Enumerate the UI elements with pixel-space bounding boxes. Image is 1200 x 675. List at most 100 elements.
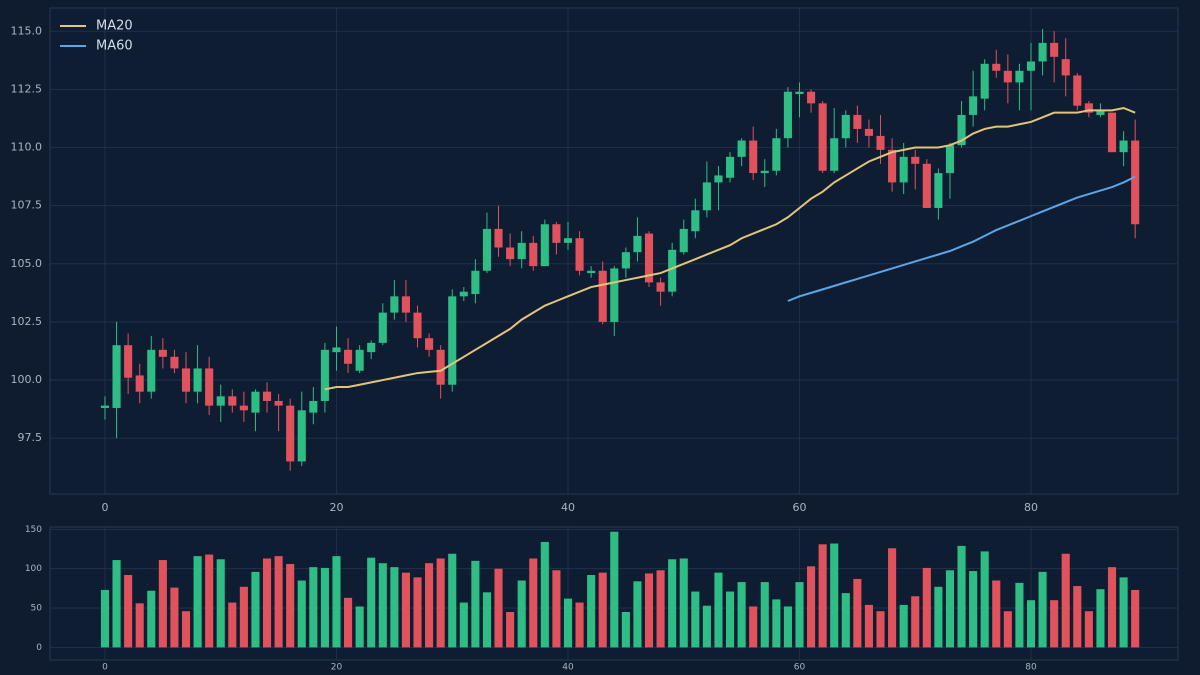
x-tick-label: 40 [561,501,575,514]
candle-body [934,173,943,208]
volume-bar [563,598,573,648]
y-tick-label: 102.5 [11,315,43,328]
volume-bar [830,543,839,648]
candle-body [633,235,642,253]
candle-body [517,242,526,260]
volume-bar [864,604,873,648]
candle-body [992,63,1001,71]
candle-body [158,349,167,357]
volume-bar [1131,589,1140,648]
volume-bar [239,586,248,648]
volume-bar [251,571,260,648]
volume-bar [297,580,306,648]
volume-bar [425,563,434,648]
candle-body [309,400,318,413]
candle-body [980,63,989,99]
candle-body [969,96,978,115]
candle-body [124,345,133,378]
volume-bar [980,551,989,648]
volume-bar [390,567,399,648]
candle-body [448,296,457,385]
volume-bar [876,611,885,648]
candle-body [1015,70,1024,83]
volume-bar [587,575,596,648]
volume-bar [725,591,735,648]
y-tick-label: 115.0 [11,24,43,37]
candle-body [668,249,677,292]
volume-bar [644,573,654,648]
candle-body [552,224,561,243]
candle-body [888,149,897,183]
volume-bar [1084,611,1093,648]
candle-body [355,349,364,371]
volume-bar [332,556,341,648]
volume-bar [957,545,966,648]
candle-body [679,228,688,253]
volume-bar [482,592,492,648]
volume-bar [1026,600,1036,648]
candle-body [1131,140,1140,225]
volume-bar [135,603,144,648]
candle-body [239,405,248,411]
volume-bar [193,556,202,648]
candle-body [332,347,341,353]
volume-bar [749,606,758,648]
volume-bar [540,541,549,648]
volume-bar [888,548,897,648]
volume-y-tick-label: 0 [36,643,42,653]
volume-bar [100,589,110,648]
x-tick-label: 80 [1024,501,1038,514]
volume-bar [691,591,700,648]
volume-bar [471,560,480,648]
volume-bar [367,557,376,648]
candle-body [853,114,862,129]
volume-bar [679,558,688,648]
candle-body [598,270,607,322]
x-tick-label: 0 [101,501,108,514]
volume-bar [448,553,457,648]
volume-bar [633,581,642,648]
candle-body [644,233,654,283]
candle-body [436,349,445,385]
candle-body [228,396,237,406]
volume-bar [170,587,179,648]
candle-body [286,405,295,462]
volume-bar [1119,577,1128,648]
candle-body [610,268,619,322]
candle-body [876,135,885,150]
candle-body [251,391,260,413]
candle-body [1073,75,1082,106]
volume-bar [598,572,607,648]
x-tick-label: 20 [329,501,343,514]
legend-label: MA60 [96,39,133,54]
volume-bar [702,605,711,648]
candle-body [344,349,353,364]
candle-body [1084,103,1093,113]
volume-bar [552,570,561,648]
candle-body [506,247,515,260]
candle-body [587,270,596,274]
x-tick-label: 60 [792,501,806,514]
candle-body [783,91,792,139]
candle-body [1061,59,1070,76]
candle-body [274,400,283,406]
candle-body [737,140,746,157]
volume-bar [760,582,769,648]
candle-body [390,296,399,313]
y-tick-label: 107.5 [11,199,43,212]
candle-body [702,182,711,211]
candle-body [320,349,329,401]
volume-bar [529,558,538,648]
volume-bar [494,568,503,648]
volume-bar [1061,553,1070,648]
candle-body [1026,61,1036,71]
volume-bar [621,611,630,648]
volume-bar [506,611,515,648]
volume-bar [911,596,920,648]
candle-body [297,410,306,462]
legend-label: MA20 [96,19,133,34]
volume-bar [1050,600,1059,648]
volume-bar [818,544,827,648]
volume-bar [158,560,167,648]
volume-bar [1003,611,1012,648]
